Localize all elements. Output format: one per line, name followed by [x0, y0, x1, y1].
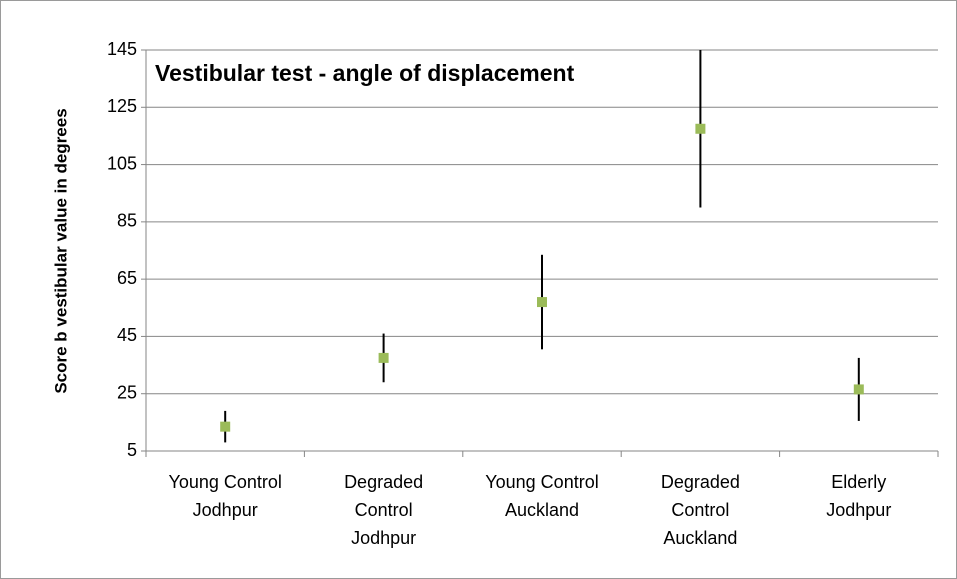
- point: [220, 421, 231, 432]
- y-tick-label: 25: [117, 382, 137, 402]
- chart-title: Vestibular test - angle of displacement: [155, 60, 575, 86]
- y-tick-label: 45: [117, 325, 137, 345]
- y-tick-label: 105: [107, 153, 137, 173]
- x-tick-label: Elderly Jodhpur: [826, 472, 892, 520]
- x-tick-label: Degraded Control Jodhpur: [344, 472, 424, 548]
- y-tick-label: 5: [127, 440, 137, 460]
- y-tick-label: 145: [107, 39, 137, 59]
- y-tick-label: 85: [117, 211, 137, 231]
- y-axis-label: Score b vestibular value in degrees: [51, 108, 70, 393]
- point: [695, 123, 706, 134]
- point: [378, 352, 389, 363]
- x-tick-label: Degraded Control Auckland: [660, 472, 740, 548]
- x-tick-label: Young Control Auckland: [485, 472, 599, 520]
- y-tick-label: 125: [107, 96, 137, 116]
- x-tick-label: Young Control Jodhpur: [168, 472, 282, 520]
- point: [853, 384, 864, 395]
- point: [537, 297, 547, 308]
- y-tick-label: 65: [117, 268, 137, 288]
